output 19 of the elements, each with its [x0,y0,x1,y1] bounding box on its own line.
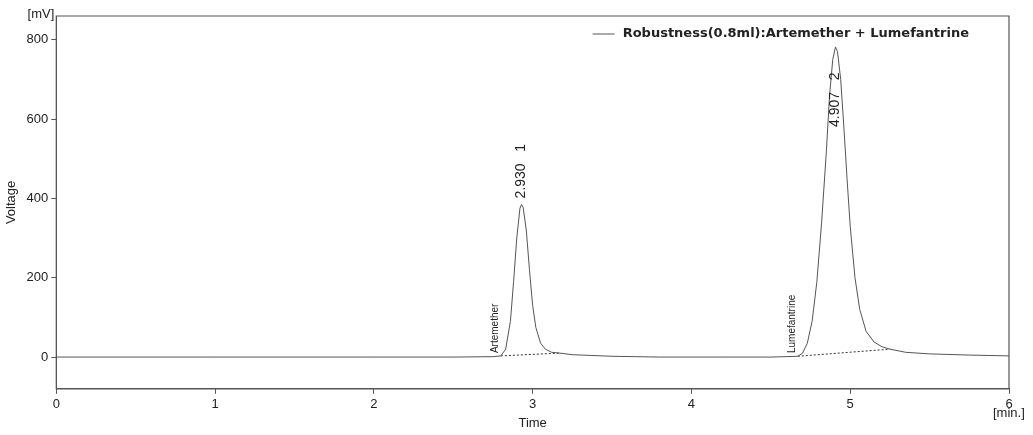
annotation: 2.930 1 [512,143,529,199]
annotation: 4.907 2 [826,72,843,127]
y-tick-label: 0 [41,348,49,364]
text: [mV] [27,6,55,22]
y-tick-label: 800 [26,31,49,47]
y-axis-title: Voltage [3,180,19,225]
y-tick-label: 200 [26,269,49,285]
legend-label: Robustness(0.8ml):Artemether + Lumefantrine [622,25,970,41]
annotation: Artemether [488,302,500,354]
x-tick-label: 4 [687,396,696,412]
y-tick-label: 400 [26,190,49,206]
y-tick-label: 600 [26,110,49,126]
x-axis-title: Time [518,414,547,430]
x-tick-label: 0 [52,396,60,412]
x-tick-label: 1 [211,396,219,412]
x-tick-label: 3 [529,396,537,412]
annotation: Lumefantrine [785,294,797,354]
x-tick-label: 5 [846,396,854,412]
x-tick-label: 2 [370,396,378,412]
